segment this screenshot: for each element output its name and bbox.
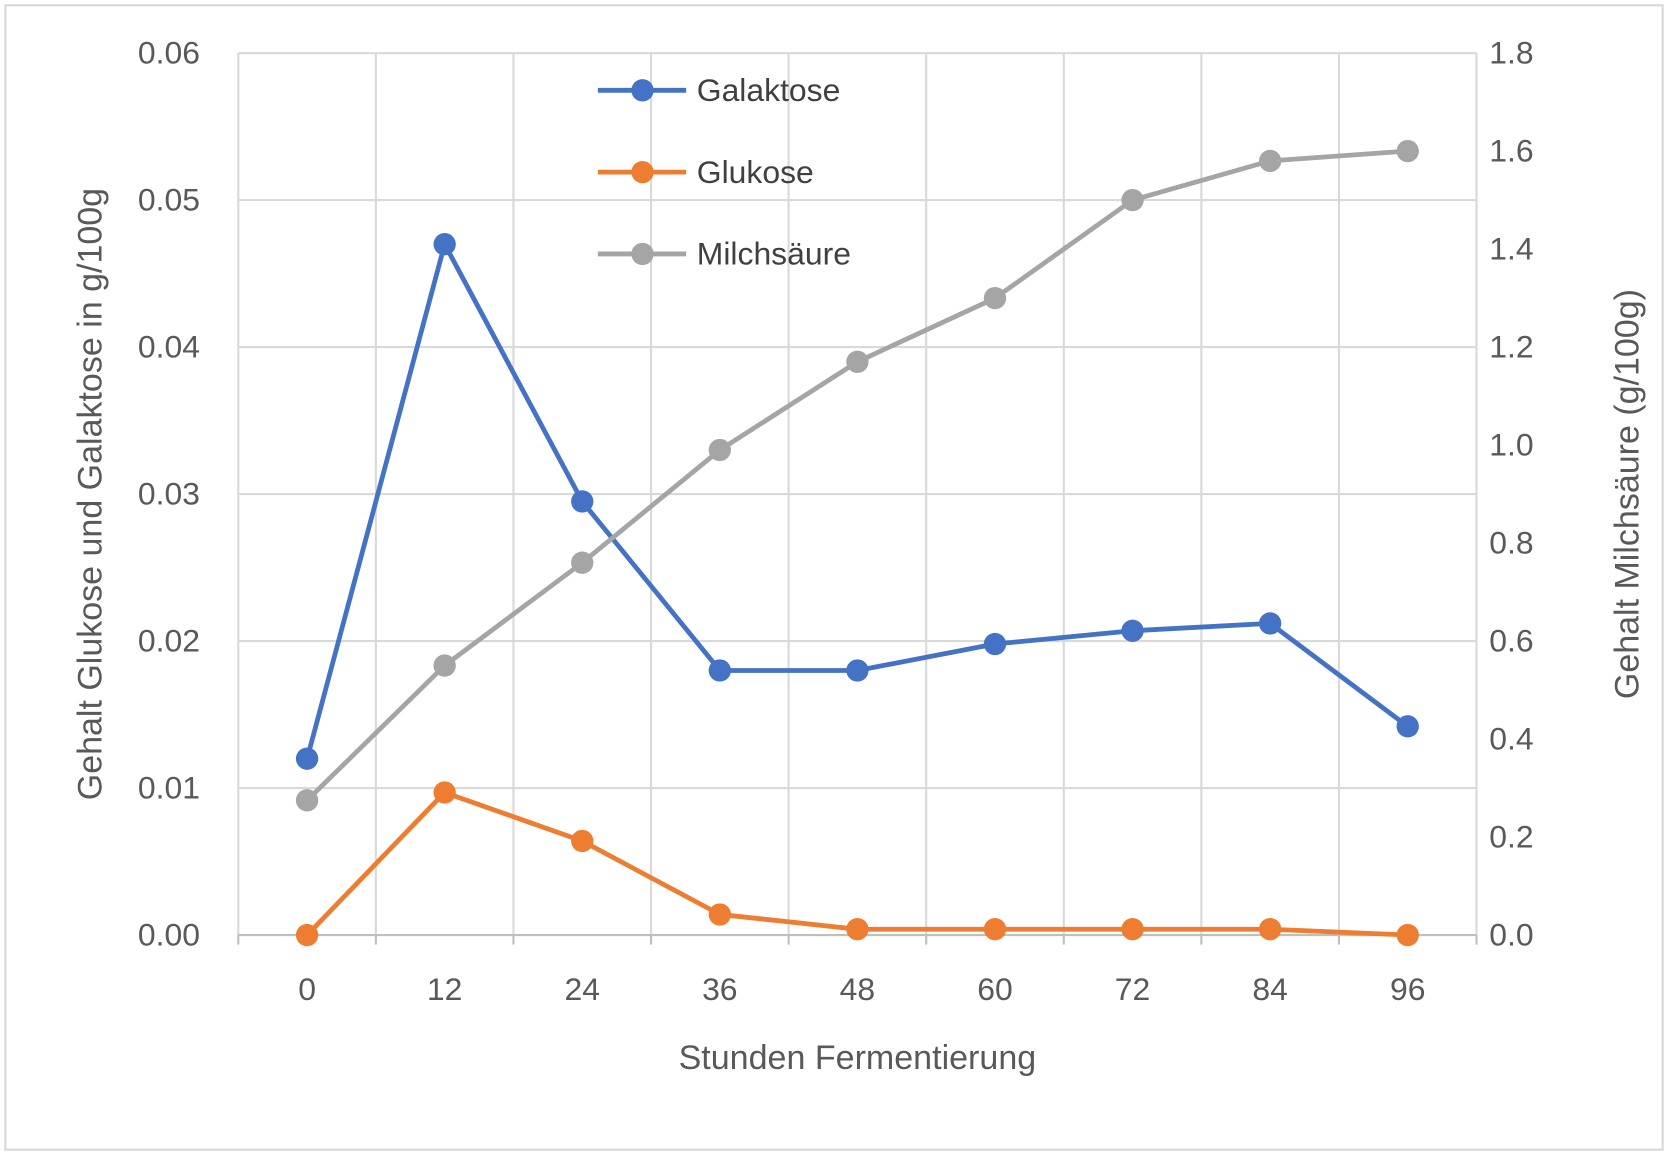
data-point-galaktose — [708, 659, 731, 682]
data-point-glukose — [1258, 918, 1282, 941]
legend-label: Glukose — [697, 154, 814, 190]
data-point-galaktose — [983, 632, 1007, 656]
data-point-milchsaeure — [708, 438, 731, 462]
y-tick-label-right: 0.4 — [1489, 721, 1533, 757]
x-tick-label: 72 — [1115, 971, 1150, 1007]
y-tick-label-right: 1.4 — [1489, 231, 1533, 267]
data-point-milchsaeure — [983, 286, 1007, 310]
legend-item-galaktose: Galaktose — [597, 72, 841, 108]
x-tick-label: 48 — [840, 971, 875, 1007]
data-point-glukose — [571, 829, 594, 853]
y-tick-label-left: 0.00 — [138, 917, 200, 953]
legend-item-milchsaeure: Milchsäure — [597, 236, 851, 272]
axes: 0.00 0.01 0.02 0.03 0.04 0.05 0.06 0.0 0.2 0.4 0.6… — [138, 35, 1534, 1007]
x-tick-label: 24 — [564, 971, 599, 1007]
y-tick-label-left: 0.02 — [138, 623, 200, 659]
y-tick-label-left: 0.05 — [138, 182, 200, 218]
x-tick-label: 0 — [298, 971, 316, 1007]
data-point-galaktose — [1396, 715, 1419, 738]
y-tick-label-right: 1.2 — [1489, 329, 1533, 365]
data-point-milchsaeure — [295, 789, 319, 812]
legend-label: Galaktose — [697, 72, 841, 108]
x-tick-label: 84 — [1252, 971, 1287, 1007]
y-tick-label-left: 0.04 — [138, 329, 200, 365]
data-point-milchsaeure — [571, 551, 594, 574]
chart-frame — [4, 4, 1664, 1151]
data-point-milchsaeure — [1258, 149, 1282, 173]
data-point-glukose — [1121, 918, 1144, 941]
data-point-glukose — [983, 918, 1007, 941]
x-tick-label: 96 — [1390, 971, 1425, 1007]
data-point-glukose — [846, 918, 869, 941]
legend-label: Milchsäure — [697, 236, 851, 272]
y-axis-title-left: Gehalt Glukose und Galaktose in g/100g — [71, 188, 109, 800]
legend: Galaktose Glukose Milchsäure — [597, 72, 851, 272]
data-point-glukose — [433, 781, 456, 804]
y-tick-label-left: 0.06 — [138, 35, 200, 71]
data-point-galaktose — [1258, 612, 1282, 635]
data-point-glukose — [295, 923, 319, 947]
y-tick-label-right: 0.8 — [1489, 525, 1533, 561]
data-point-milchsaeure — [1396, 139, 1419, 163]
y-tick-label-left: 0.01 — [138, 770, 200, 806]
x-tick-label: 36 — [702, 971, 737, 1007]
x-tick-label: 60 — [977, 971, 1012, 1007]
y-tick-label-right: 1.0 — [1489, 427, 1533, 463]
legend-item-glukose: Glukose — [597, 154, 814, 190]
legend-marker — [631, 79, 654, 102]
data-point-milchsaeure — [433, 654, 456, 677]
y-tick-label-right: 1.8 — [1489, 35, 1533, 71]
gridlines — [237, 52, 1478, 936]
y-tick-label-right: 0.6 — [1489, 623, 1533, 659]
data-point-glukose — [1396, 923, 1419, 947]
legend-marker — [631, 160, 654, 184]
data-point-milchsaeure — [1121, 188, 1144, 212]
data-point-galaktose — [846, 659, 869, 682]
y-tick-label-left: 0.03 — [138, 476, 200, 512]
series — [295, 139, 1419, 947]
data-point-galaktose — [433, 233, 456, 256]
x-tick-label: 12 — [427, 971, 462, 1007]
data-point-milchsaeure — [846, 350, 869, 373]
data-point-galaktose — [571, 490, 594, 513]
x-axis-title: Stunden Fermentierung — [679, 1039, 1037, 1077]
y-tick-label-right: 1.6 — [1489, 133, 1533, 169]
data-point-glukose — [708, 903, 731, 926]
y-tick-label-right: 0.0 — [1489, 917, 1533, 953]
legend-marker — [631, 242, 654, 266]
y-tick-label-right: 0.2 — [1489, 819, 1533, 855]
data-point-galaktose — [1121, 619, 1144, 642]
y-axis-title-right: Gehalt Milchsäure (g/100g) — [1609, 289, 1647, 699]
data-point-galaktose — [295, 747, 319, 770]
